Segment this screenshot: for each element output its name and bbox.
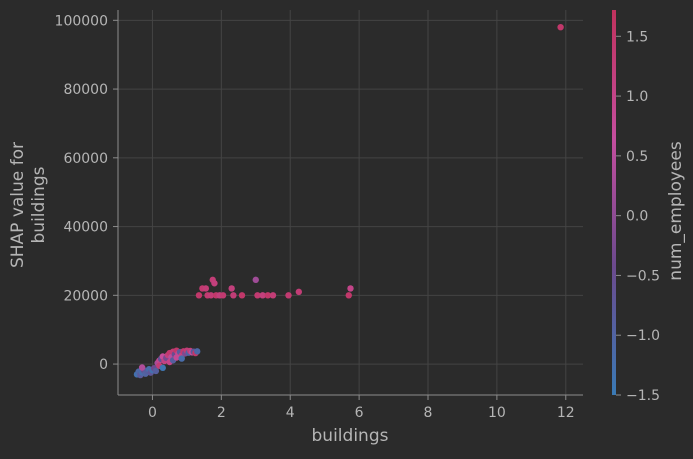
x-axis-label: buildings	[312, 426, 389, 446]
x-tick-label: 10	[488, 405, 506, 421]
y-tick-label: 20000	[63, 288, 108, 304]
colorbar-tick-label: −1.5	[626, 388, 660, 404]
colorbar-tick-label: −1.0	[626, 328, 660, 344]
x-tick-label: 2	[217, 405, 226, 421]
scatter-point	[173, 354, 180, 361]
colorbar-tick-label: 1.0	[626, 89, 648, 105]
colorbar-gradient	[612, 10, 616, 395]
scatter-point	[211, 280, 218, 287]
scatter-point	[138, 364, 146, 371]
y-tick-label: 100000	[55, 13, 108, 29]
y-tick-label: 80000	[63, 82, 108, 98]
x-tick-label: 12	[557, 405, 575, 421]
x-tick-label: 8	[424, 405, 433, 421]
scatter-point	[195, 292, 203, 299]
scatter-point	[347, 285, 354, 292]
scatter-point	[194, 348, 201, 355]
scatter-point	[207, 292, 215, 299]
scatter-point	[269, 292, 277, 299]
y-axis-label-line2: buildings	[29, 166, 49, 243]
y-tick-label: 40000	[63, 220, 108, 236]
scatter-point	[159, 364, 166, 372]
x-tick-label: 4	[286, 405, 295, 421]
scatter-point	[345, 292, 352, 299]
scatter-point	[259, 292, 266, 299]
colorbar-tick-label: 1.5	[626, 29, 648, 45]
colorbar-tick-label: −0.5	[626, 268, 660, 284]
colorbar-label: num_employees	[666, 141, 686, 281]
scatter-point	[219, 292, 227, 299]
scatter-point	[285, 292, 292, 299]
scatter-point	[178, 355, 185, 362]
tick-labels: 0 2 4 6 8 10 12 0 20000 40000 60000 80000 100000	[55, 13, 575, 421]
y-tick-label: 60000	[63, 151, 108, 167]
scatter-point	[152, 367, 160, 375]
scatter-point	[264, 292, 272, 299]
grid-lines	[118, 10, 583, 395]
axes	[113, 10, 583, 400]
scatter-point	[295, 288, 303, 296]
scatter-points	[133, 23, 564, 379]
scatter-point	[254, 292, 261, 299]
scatter-point	[228, 285, 235, 292]
x-tick-label: 0	[148, 405, 157, 421]
colorbar-tick-label: 0.0	[626, 209, 648, 225]
colorbar: −1.5 −1.0 −0.5 0.0 0.5 1.0 1.5	[612, 10, 660, 404]
x-tick-label: 6	[355, 405, 364, 421]
scatter-point	[230, 292, 237, 299]
y-axis-label-line1: SHAP value for	[8, 142, 28, 268]
scatter-point	[557, 23, 564, 31]
y-tick-label: 0	[99, 357, 108, 373]
scatter-point	[202, 285, 210, 292]
scatter-point	[252, 276, 259, 284]
colorbar-tick-label: 0.5	[626, 149, 648, 165]
scatter-point	[238, 292, 246, 299]
